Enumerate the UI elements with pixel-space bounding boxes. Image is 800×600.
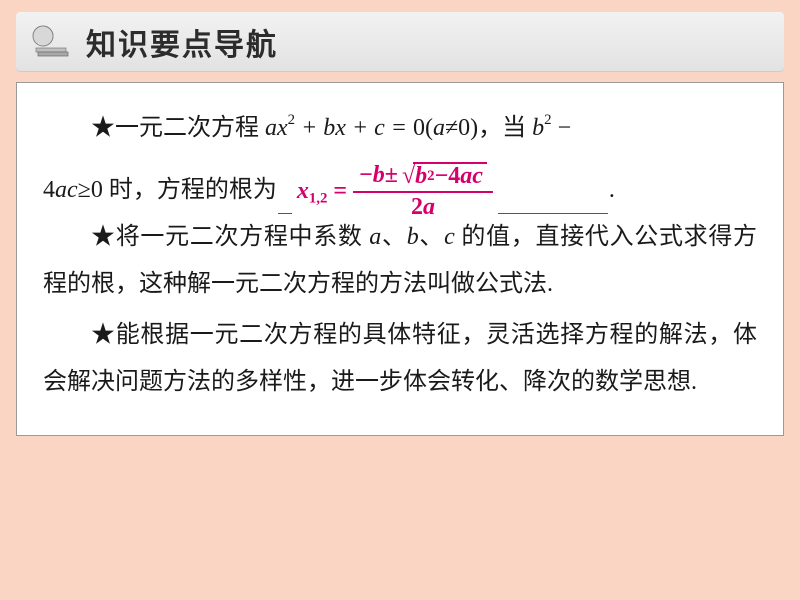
num-neg: − — [359, 163, 373, 188]
quadratic-formula: x1,2 = − b ± √ b2 − 4ac — [297, 162, 493, 220]
den-2: 2 — [411, 195, 423, 220]
num-pm: ± — [385, 163, 398, 188]
formula-x: x — [297, 178, 309, 204]
rad-minus: − — [435, 164, 449, 189]
page: 知识要点导航 ★一元二次方程 ax2 + bx + c = 0(a≠0)，当 b… — [0, 0, 800, 600]
p2-lead: 4ac≥0 时，方程的根为 — [43, 167, 277, 214]
formula-denominator: 2a — [405, 195, 441, 220]
point-1-line2: 4ac≥0 时，方程的根为 x1,2 = − b ± √ b2 − 4ac — [43, 156, 757, 214]
p1-zero: 0 — [413, 115, 425, 141]
formula-sqrt: √ b2 − 4ac — [402, 162, 487, 189]
p2-tail-text: 0 时，方程的根为 — [91, 177, 277, 203]
p3-s2: 、 — [419, 224, 444, 250]
fraction-bar — [353, 191, 493, 193]
radicand: b2 − 4ac — [413, 162, 487, 189]
content-panel: ★一元二次方程 ax2 + bx + c = 0(a≠0)，当 b2 − 4ac… — [16, 82, 784, 436]
rad-4: 4 — [448, 164, 460, 189]
p1-bxc: + bx + c = — [295, 115, 413, 141]
p1-neq: ≠ — [445, 115, 458, 141]
p3-c: c — [444, 224, 455, 250]
p1-b: b — [532, 115, 544, 141]
header-bar: 知识要点导航 — [16, 12, 784, 72]
formula-numerator: − b ± √ b2 − 4ac — [353, 162, 493, 189]
p2-period: . — [609, 167, 615, 214]
rad-ac: ac — [460, 164, 483, 189]
p2-4: 4 — [43, 177, 55, 203]
formula-fraction: − b ± √ b2 − 4ac 2a — [353, 162, 493, 220]
p1-lpar: ( — [425, 115, 433, 141]
p2-ac: ac — [55, 177, 78, 203]
p3-pre: ★将一元二次方程中系数 — [91, 224, 369, 250]
p3-s1: 、 — [381, 224, 406, 250]
p2-ge: ≥ — [78, 177, 91, 203]
p1-zero2: 0 — [458, 115, 470, 141]
p1-a: a — [433, 115, 445, 141]
p1-sup1: 2 — [288, 112, 295, 128]
p1-sup2: 2 — [544, 112, 551, 128]
den-a: a — [423, 195, 435, 220]
p1-minus: − — [552, 115, 572, 141]
num-b: b — [373, 163, 385, 188]
p1-text-b: ，当 — [478, 115, 532, 141]
globe-books-icon — [28, 24, 72, 60]
p1-text-a: ★一元二次方程 — [91, 115, 265, 141]
rad-b: b — [415, 164, 427, 189]
p1-ax: ax — [265, 115, 288, 141]
point-3: ★能根据一元二次方程的具体特征，灵活选择方程的解法，体会解决问题方法的多样性，进… — [43, 312, 757, 406]
point-1-line1: ★一元二次方程 ax2 + bx + c = 0(a≠0)，当 b2 − — [43, 105, 757, 152]
p3-a: a — [369, 224, 381, 250]
point-2: ★将一元二次方程中系数 a、b、c 的值，直接代入公式求得方程的根，这种解一元二… — [43, 214, 757, 308]
p1-rpar: ) — [470, 115, 478, 141]
formula-lhs: x1,2 — [297, 168, 328, 215]
header-title: 知识要点导航 — [86, 20, 278, 64]
p3-b: b — [407, 224, 419, 250]
formula-sub: 1,2 — [309, 190, 328, 206]
formula-eq: = — [333, 168, 347, 215]
